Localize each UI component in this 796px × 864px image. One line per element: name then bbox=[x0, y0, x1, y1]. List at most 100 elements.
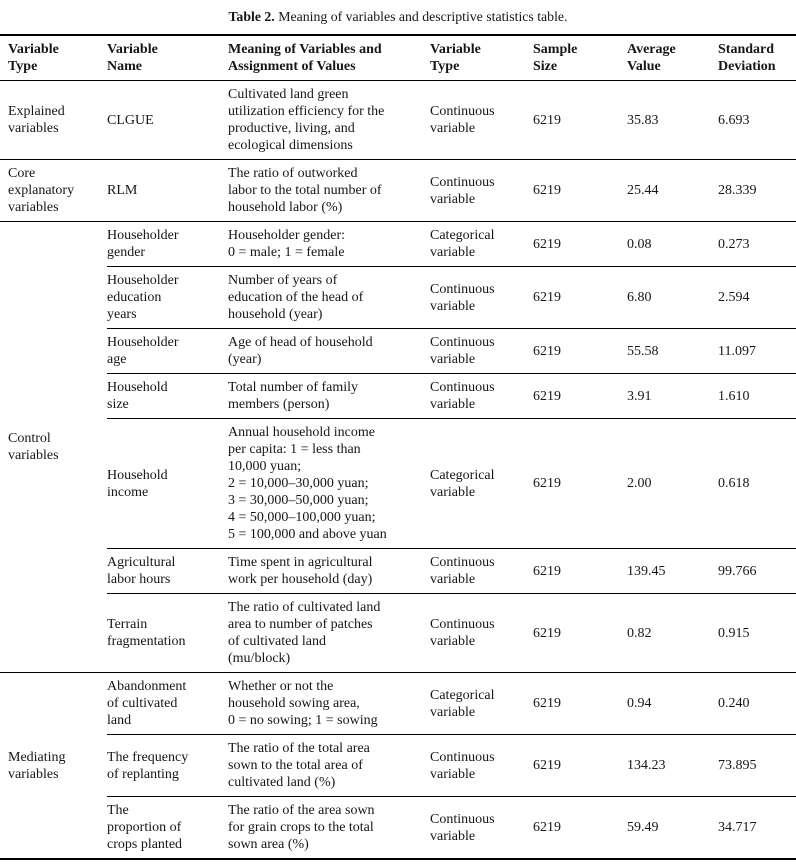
cell-variable-type: Continuous variable bbox=[430, 328, 533, 374]
cell-std-deviation: 0.273 bbox=[718, 221, 796, 267]
cell-variable-name: The proportion of crops planted bbox=[107, 796, 228, 860]
cell-average-value: 0.94 bbox=[627, 672, 718, 735]
cell-std-deviation: 6.693 bbox=[718, 80, 796, 160]
table-row: Agricultural labor hours Time spent in ag… bbox=[0, 548, 796, 594]
cell-variable-type: Categorical variable bbox=[430, 418, 533, 549]
cell-sample-size: 6219 bbox=[533, 373, 627, 419]
table-caption-text: Meaning of variables and descriptive sta… bbox=[274, 9, 568, 24]
cell-variable-name: Agricultural labor hours bbox=[107, 548, 228, 594]
cell-meaning: Householder gender: 0 = male; 1 = female bbox=[228, 221, 430, 267]
cell-variable-group: Mediating variables bbox=[0, 672, 107, 860]
cell-sample-size: 6219 bbox=[533, 221, 627, 267]
col-header-meaning: Meaning of Variables and Assignment of V… bbox=[228, 34, 430, 81]
cell-variable-name: Abandonment of cultivated land bbox=[107, 672, 228, 735]
cell-variable-name: The frequency of replanting bbox=[107, 734, 228, 797]
cell-variable-type: Continuous variable bbox=[430, 734, 533, 797]
cell-variable-name: Household income bbox=[107, 418, 228, 549]
cell-variable-name: Householder education years bbox=[107, 266, 228, 329]
cell-variable-name: Household size bbox=[107, 373, 228, 419]
cell-variable-name: Householder age bbox=[107, 328, 228, 374]
cell-variable-name: CLGUE bbox=[107, 80, 228, 160]
cell-meaning: The ratio of cultivated land area to num… bbox=[228, 593, 430, 673]
col-header-variable-type: Variable Type bbox=[430, 34, 533, 81]
cell-variable-group: Explained variables bbox=[0, 80, 107, 160]
cell-variable-group: Core explanatory variables bbox=[0, 159, 107, 222]
cell-average-value: 6.80 bbox=[627, 266, 718, 329]
cell-variable-type: Categorical variable bbox=[430, 221, 533, 267]
cell-variable-type: Categorical variable bbox=[430, 672, 533, 735]
cell-sample-size: 6219 bbox=[533, 593, 627, 673]
cell-sample-size: 6219 bbox=[533, 80, 627, 160]
cell-average-value: 139.45 bbox=[627, 548, 718, 594]
cell-sample-size: 6219 bbox=[533, 418, 627, 549]
table-row: Mediating variables Abandonment of cultiv… bbox=[0, 672, 796, 860]
table-row: Terrain fragmentation The ratio of cultiv… bbox=[0, 593, 796, 673]
col-header-variable-name: Variable Name bbox=[107, 34, 228, 81]
cell-std-deviation: 73.895 bbox=[718, 734, 796, 797]
cell-meaning: Cultivated land green utilization effici… bbox=[228, 80, 430, 160]
table-row: Explained variables CLGUE Cultivated land … bbox=[0, 80, 796, 160]
cell-std-deviation: 34.717 bbox=[718, 796, 796, 860]
cell-average-value: 25.44 bbox=[627, 159, 718, 222]
cell-variable-type: Continuous variable bbox=[430, 266, 533, 329]
cell-std-deviation: 0.618 bbox=[718, 418, 796, 549]
col-header-variable-type-group: Variable Type bbox=[0, 34, 107, 81]
cell-meaning: The ratio of the area sown for grain cro… bbox=[228, 796, 430, 860]
cell-sample-size: 6219 bbox=[533, 159, 627, 222]
cell-std-deviation: 2.594 bbox=[718, 266, 796, 329]
table-row: Control variables Householder gender House… bbox=[0, 221, 796, 673]
cell-sample-size: 6219 bbox=[533, 734, 627, 797]
cell-sample-size: 6219 bbox=[533, 266, 627, 329]
cell-average-value: 2.00 bbox=[627, 418, 718, 549]
table-row: Householder education years Number of yea… bbox=[0, 266, 796, 329]
cell-meaning: Age of head of household (year) bbox=[228, 328, 430, 374]
cell-average-value: 0.08 bbox=[627, 221, 718, 267]
cell-std-deviation: 11.097 bbox=[718, 328, 796, 374]
cell-std-deviation: 99.766 bbox=[718, 548, 796, 594]
cell-meaning: Time spent in agricultural work per hous… bbox=[228, 548, 430, 594]
cell-std-deviation: 28.339 bbox=[718, 159, 796, 222]
table-row: The proportion of crops planted The ratio… bbox=[0, 796, 796, 860]
cell-std-deviation: 0.915 bbox=[718, 593, 796, 673]
cell-sample-size: 6219 bbox=[533, 796, 627, 860]
cell-average-value: 134.23 bbox=[627, 734, 718, 797]
cell-average-value: 0.82 bbox=[627, 593, 718, 673]
col-header-standard-deviation: Standard Deviation bbox=[718, 34, 796, 81]
cell-average-value: 59.49 bbox=[627, 796, 718, 860]
cell-meaning: Total number of family members (person) bbox=[228, 373, 430, 419]
cell-meaning: Annual household income per capita: 1 = … bbox=[228, 418, 430, 549]
cell-meaning: The ratio of the total area sown to the … bbox=[228, 734, 430, 797]
cell-variable-name: Terrain fragmentation bbox=[107, 593, 228, 673]
cell-meaning: The ratio of outworked labor to the tota… bbox=[228, 159, 430, 222]
table-row: Core explanatory variables RLM The ratio o… bbox=[0, 159, 796, 222]
cell-meaning: Whether or not the household sowing area… bbox=[228, 672, 430, 735]
cell-meaning: Number of years of education of the head… bbox=[228, 266, 430, 329]
statistics-table: Variable Type Variable Name Meaning of V… bbox=[0, 34, 796, 860]
col-header-sample-size: Sample Size bbox=[533, 34, 627, 81]
table-caption-label: Table 2. bbox=[228, 9, 275, 24]
cell-variable-group: Control variables bbox=[0, 221, 107, 673]
cell-variable-type: Continuous variable bbox=[430, 80, 533, 160]
cell-variable-type: Continuous variable bbox=[430, 593, 533, 673]
table-body: Explained variables CLGUE Cultivated land … bbox=[0, 80, 796, 860]
cell-variable-name: Householder gender bbox=[107, 221, 228, 267]
cell-variable-type: Continuous variable bbox=[430, 159, 533, 222]
table-row: Household size Total number of family mem… bbox=[0, 373, 796, 419]
cell-sample-size: 6219 bbox=[533, 672, 627, 735]
cell-variable-type: Continuous variable bbox=[430, 373, 533, 419]
cell-std-deviation: 1.610 bbox=[718, 373, 796, 419]
cell-std-deviation: 0.240 bbox=[718, 672, 796, 735]
header-row: Variable Type Variable Name Meaning of V… bbox=[0, 34, 796, 81]
table-row: The frequency of replanting The ratio of … bbox=[0, 734, 796, 797]
cell-average-value: 55.58 bbox=[627, 328, 718, 374]
cell-sample-size: 6219 bbox=[533, 328, 627, 374]
table-row: Householder age Age of head of household … bbox=[0, 328, 796, 374]
cell-average-value: 35.83 bbox=[627, 80, 718, 160]
cell-variable-type: Continuous variable bbox=[430, 796, 533, 860]
table-row: Household income Annual household income … bbox=[0, 418, 796, 549]
cell-variable-name: RLM bbox=[107, 159, 228, 222]
cell-variable-type: Continuous variable bbox=[430, 548, 533, 594]
cell-average-value: 3.91 bbox=[627, 373, 718, 419]
cell-sample-size: 6219 bbox=[533, 548, 627, 594]
